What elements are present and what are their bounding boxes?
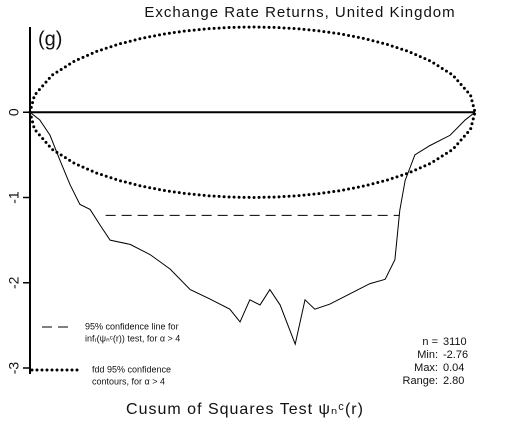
panel-label: (g) xyxy=(38,28,62,50)
y-tick-label: -2 xyxy=(6,276,22,289)
legend-text: infᵣ(ψₙᶜ(r)) test, for α > 4 xyxy=(85,333,180,343)
stat-value: 2.80 xyxy=(443,375,464,387)
line-solid xyxy=(29,111,476,346)
stat-value: -2.76 xyxy=(443,349,468,361)
stat-label: Max: xyxy=(414,362,438,374)
line-dotted xyxy=(28,25,477,114)
y-tick-label: 0 xyxy=(6,108,22,116)
legend-text: contours, for α > 4 xyxy=(92,376,165,386)
stat-value: 3110 xyxy=(443,336,467,348)
stat-label: n = xyxy=(422,336,438,348)
y-tick-label: -3 xyxy=(6,362,22,375)
chart-title: Exchange Rate Returns, United Kingdom xyxy=(144,4,455,21)
stat-label: Range: xyxy=(403,375,438,387)
line-dotted xyxy=(28,110,477,200)
y-tick-label: -1 xyxy=(6,191,22,204)
legend-text: 95% confidence line for xyxy=(85,321,179,331)
stat-value: 0.04 xyxy=(443,362,464,374)
legend-text: fdd 95% confidence xyxy=(92,364,171,374)
x-axis-label: Cusum of Squares Test ψₙᶜ(r) xyxy=(126,401,364,418)
stat-label: Min: xyxy=(417,349,438,361)
